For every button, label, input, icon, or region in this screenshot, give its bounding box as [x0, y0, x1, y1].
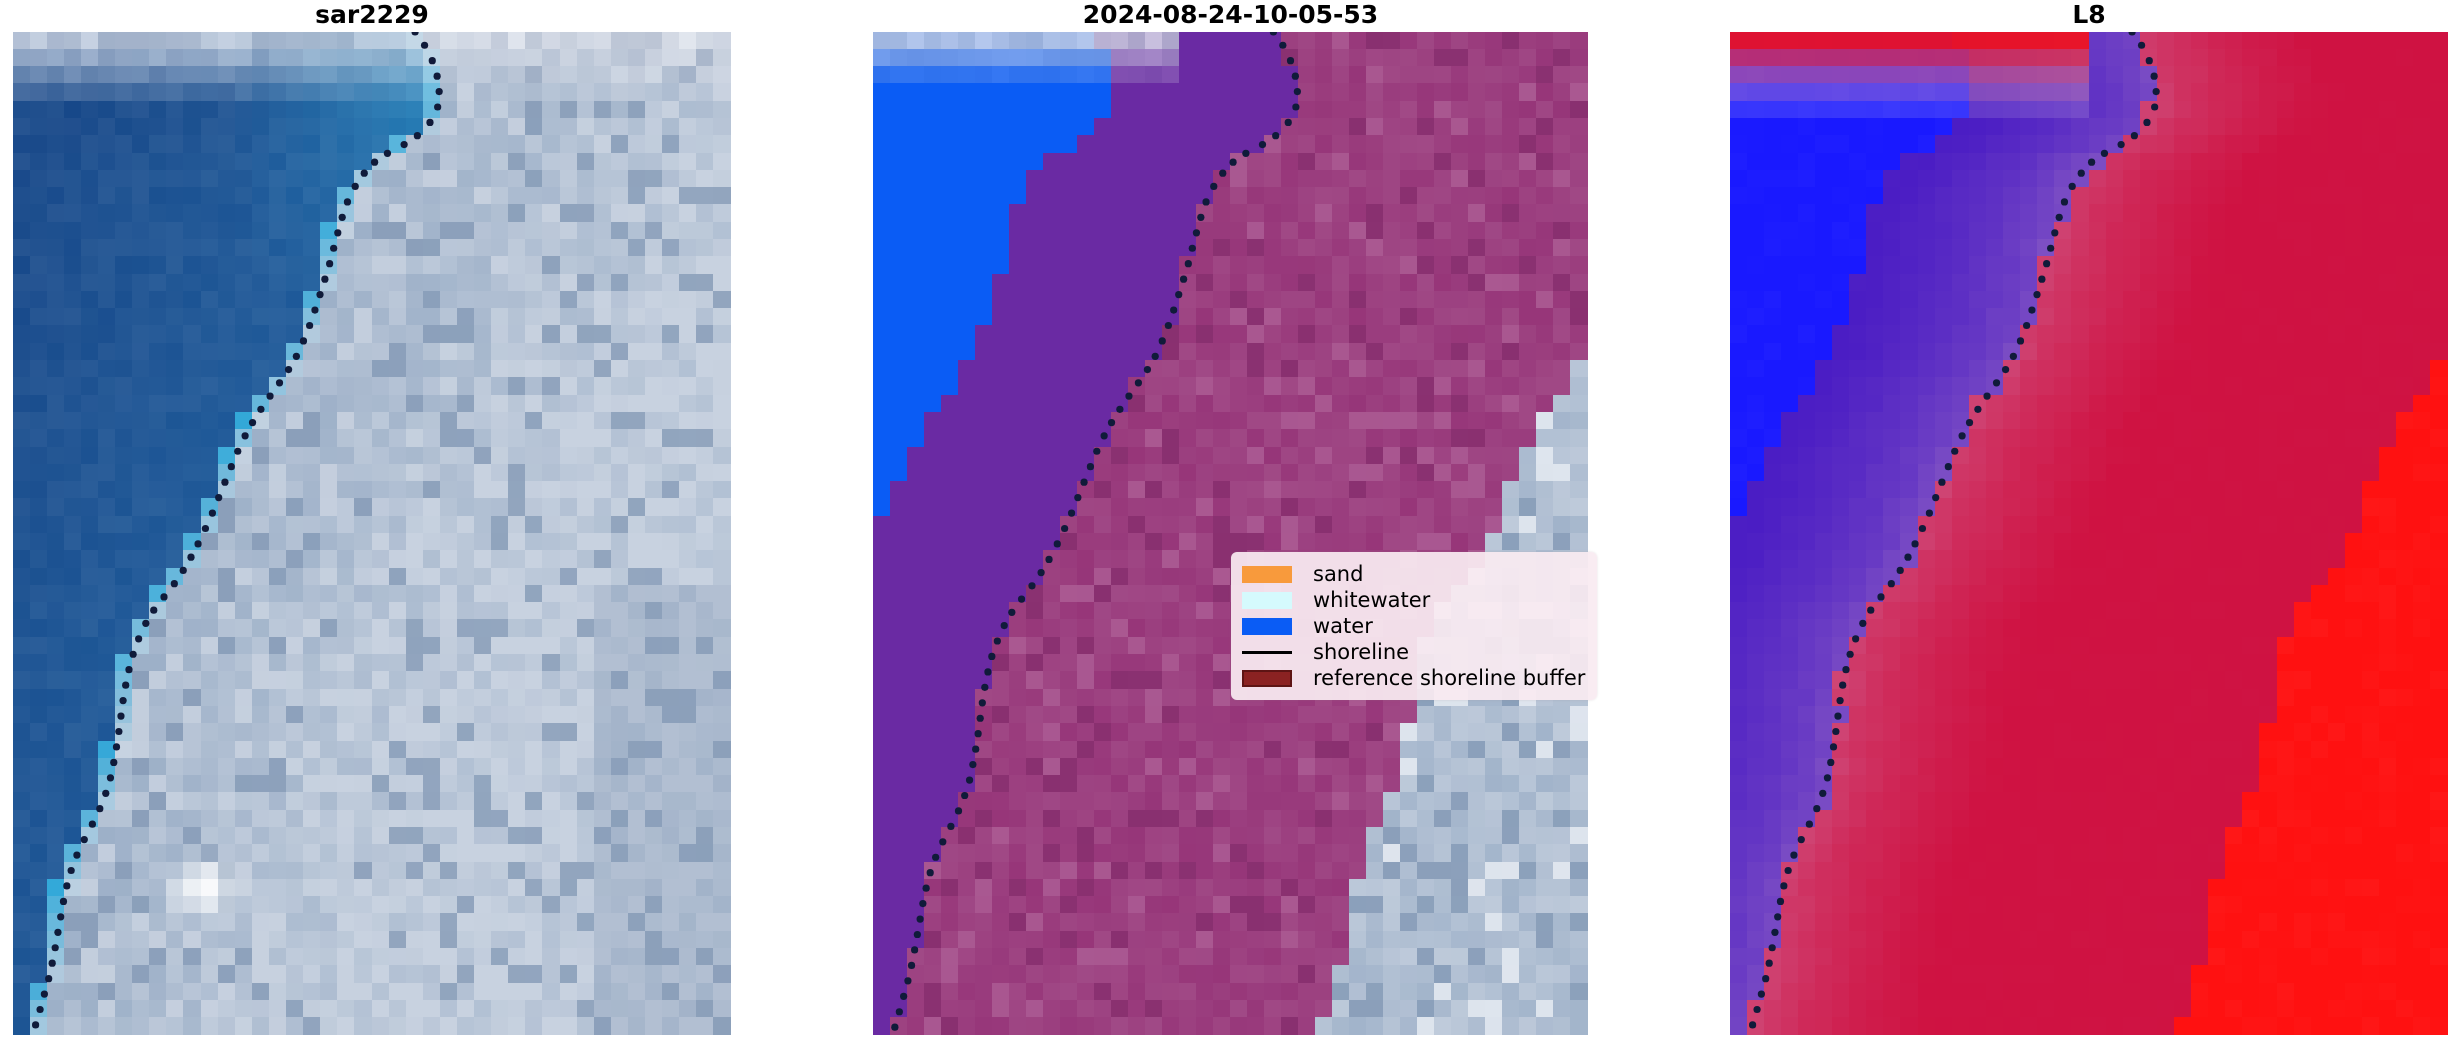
legend-swatch-shoreline [1242, 639, 1302, 665]
axes-sar-rgb[interactable] [13, 32, 731, 1035]
legend-swatch-whitewater [1242, 587, 1302, 613]
legend-swatch-water [1242, 613, 1302, 639]
panel-classification: 2024-08-24-10-05-53 [873, 0, 1588, 1053]
legend-swatch-reference-buffer [1242, 665, 1302, 691]
legend-item: sand [1242, 561, 1585, 587]
legend-item: reference shoreline buffer [1242, 665, 1585, 691]
legend-label-shoreline: shoreline [1313, 640, 1410, 664]
image-classification[interactable] [873, 32, 1588, 1035]
legend-label-sand: sand [1313, 562, 1364, 586]
legend-label-reference-buffer: reference shoreline buffer [1313, 666, 1586, 690]
legend-label-water: water [1313, 614, 1373, 638]
panel-title-sar: sar2229 [315, 0, 429, 29]
panel-title-classification: 2024-08-24-10-05-53 [1082, 0, 1379, 29]
legend-swatch-sand [1242, 561, 1302, 587]
image-index[interactable] [1730, 32, 2448, 1035]
legend-item: whitewater [1242, 587, 1585, 613]
legend-label-whitewater: whitewater [1313, 588, 1431, 612]
legend-item: water [1242, 613, 1585, 639]
axes-classification[interactable] [873, 32, 1588, 1035]
panel-title-index: L8 [2072, 0, 2106, 29]
image-sar-rgb[interactable] [13, 32, 731, 1035]
axes-index[interactable] [1730, 32, 2448, 1035]
legend-item: shoreline [1242, 639, 1585, 665]
panel-sar-rgb: sar2229 [13, 0, 731, 1053]
panel-index: L8 [1730, 0, 2448, 1053]
class-legend: sand whitewater water shoreline referenc… [1231, 552, 1598, 700]
